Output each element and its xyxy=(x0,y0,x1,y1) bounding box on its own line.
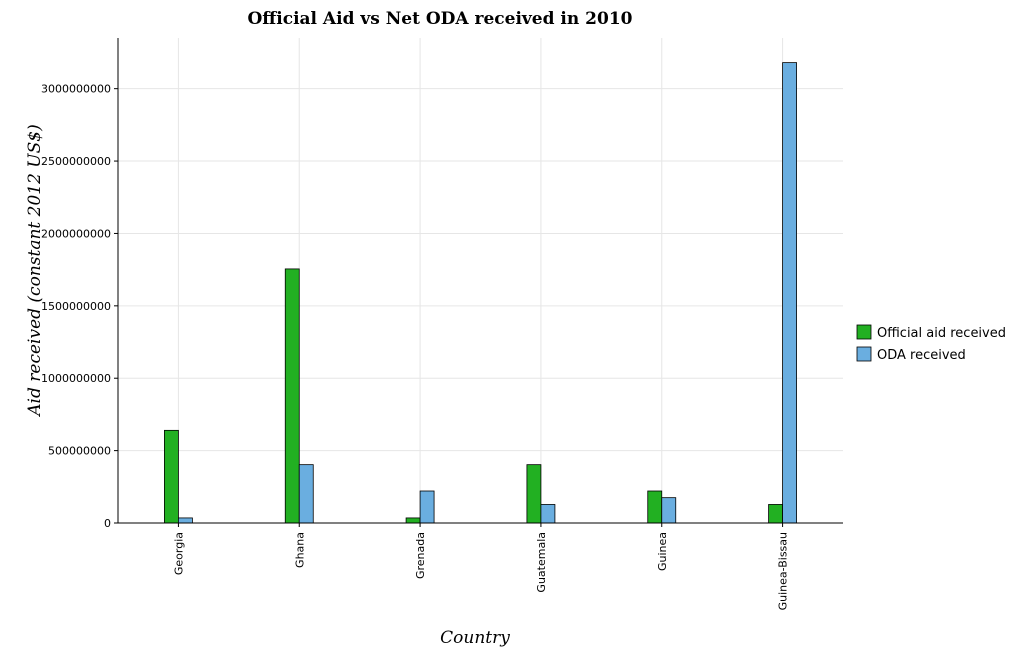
bar-oda-georgia xyxy=(178,517,193,524)
x-tick-label: Guinea-Bissau xyxy=(777,532,790,610)
y-tick-label: 2000000000 xyxy=(41,227,111,240)
bar-official-aid-ghana xyxy=(284,268,300,524)
y-tick-label: 2500000000 xyxy=(41,155,111,168)
x-axis-label: Country xyxy=(440,628,510,648)
x-tick-label: Grenada xyxy=(414,532,427,579)
bar-oda-guatemala xyxy=(540,504,556,524)
legend: Official aid received ODA received xyxy=(856,324,1006,363)
y-tick-label: 0 xyxy=(104,517,111,530)
x-tick-labels: Georgia Ghana Grenada Guatemala Guinea Guinea… xyxy=(172,532,789,610)
bar-oda-guinea xyxy=(661,497,677,524)
bar-official-aid-guinea-bissau xyxy=(768,504,783,524)
bars xyxy=(164,62,797,524)
y-axis-label: Aid received (constant 2012 US$) xyxy=(25,124,45,417)
legend-swatch xyxy=(856,346,872,362)
x-tick-label: Guinea xyxy=(656,532,669,571)
bar-official-aid-guatemala xyxy=(526,464,542,524)
legend-label: ODA received xyxy=(877,348,966,363)
y-tick-label: 1000000000 xyxy=(41,372,111,385)
bar-official-aid-guinea xyxy=(647,490,663,524)
x-tick-label: Georgia xyxy=(172,532,185,575)
bar-official-aid-georgia xyxy=(164,429,179,524)
bar-official-aid-grenada xyxy=(405,517,421,524)
bar-oda-ghana xyxy=(298,464,314,524)
y-tick-label: 1500000000 xyxy=(41,300,111,313)
bar-oda-guinea-bissau xyxy=(782,62,797,524)
legend-swatch xyxy=(856,324,872,340)
axes xyxy=(114,38,843,527)
grid xyxy=(118,38,843,524)
bar-oda-grenada xyxy=(419,490,435,524)
y-tick-label: 3000000000 xyxy=(41,83,111,96)
x-tick-label: Guatemala xyxy=(535,532,548,593)
y-tick-labels: 0 500000000 1000000000 1500000000 2000000000… xyxy=(41,83,111,530)
y-tick-label: 500000000 xyxy=(48,445,111,458)
legend-label: Official aid received xyxy=(877,326,1006,341)
chart-title: Official Aid vs Net ODA received in 2010 xyxy=(248,9,633,29)
x-tick-label: Ghana xyxy=(293,532,306,568)
